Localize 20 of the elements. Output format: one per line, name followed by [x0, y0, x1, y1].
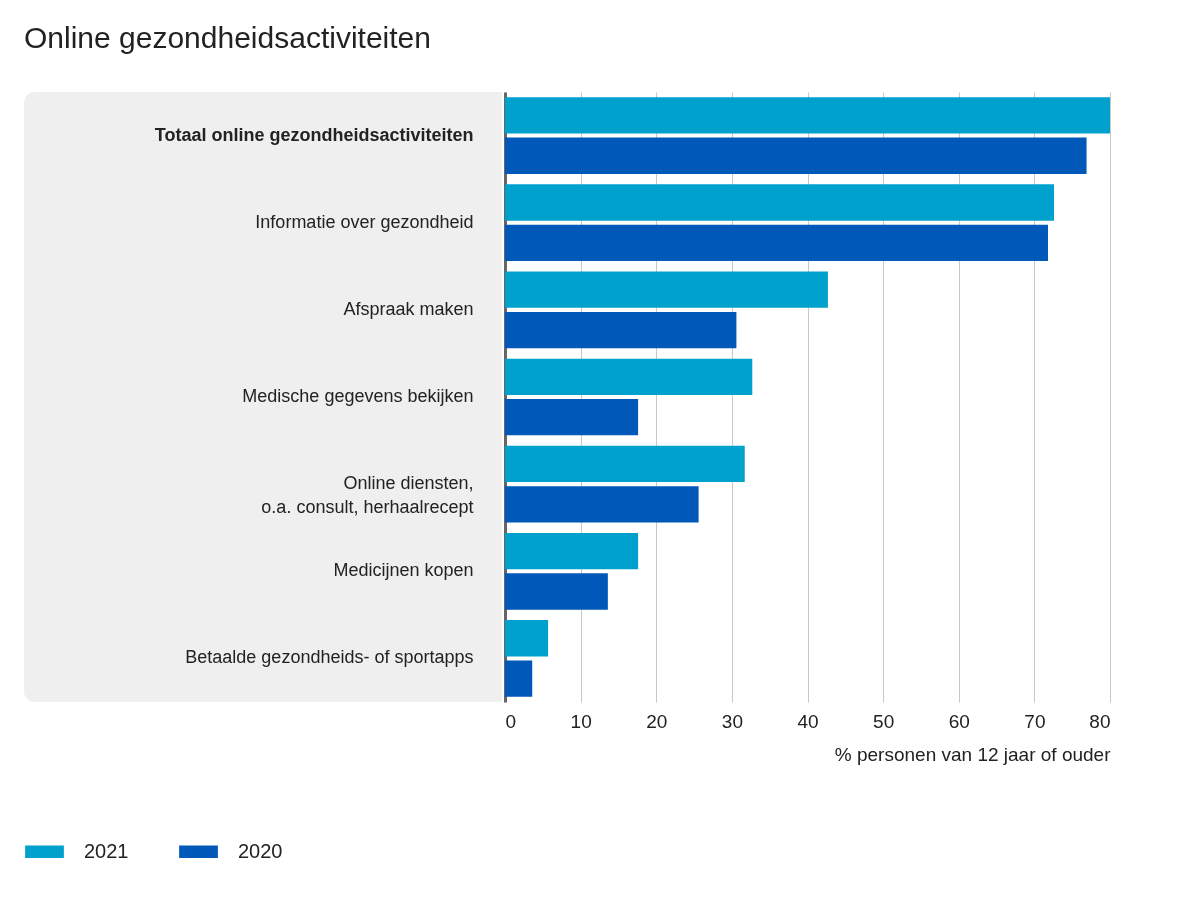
y-tick-label: Medicijnen kopen — [333, 560, 474, 581]
x-tick-label: 20 — [646, 710, 668, 732]
x-tick-label: 70 — [1024, 710, 1046, 732]
x-axis-title: % personen van 12 jaar of ouder — [834, 743, 1112, 765]
legend-label: 2020 — [238, 839, 283, 862]
x-tick-label: 50 — [873, 710, 895, 732]
x-tick-label: 0 — [505, 710, 517, 732]
x-tick-label: 60 — [948, 710, 970, 732]
y-tick-label: Afspraak maken — [343, 298, 474, 319]
y-tick-label: Online diensten, o.a. consult, herhaalrecept — [261, 473, 474, 518]
x-tick-label: 10 — [570, 710, 592, 732]
legend-label: 2021 — [84, 839, 129, 862]
x-tick-label: 40 — [797, 710, 819, 732]
y-tick-label: Informatie over gezondheid — [255, 211, 474, 232]
x-tick-label: 30 — [721, 710, 743, 732]
text: Online gezondheidsactiviteiten — [24, 21, 431, 54]
y-tick-label: Medische gegevens bekijken — [242, 386, 474, 406]
y-tick-label: Betaalde gezondheids- of sportapps — [185, 647, 474, 668]
x-tick-label: 80 — [1089, 710, 1111, 732]
y-tick-label: Totaal online gezondheidsactiviteiten — [154, 124, 474, 145]
